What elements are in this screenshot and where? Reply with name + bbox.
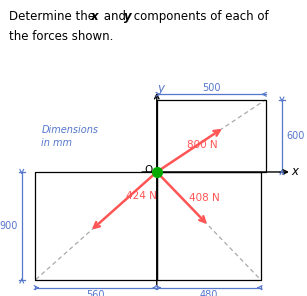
Text: x: x bbox=[91, 10, 98, 23]
Text: in mm: in mm bbox=[41, 138, 72, 148]
Text: components of each of: components of each of bbox=[130, 10, 269, 23]
Text: 800 N: 800 N bbox=[187, 140, 218, 150]
Text: 500: 500 bbox=[202, 83, 220, 93]
Text: 480: 480 bbox=[200, 290, 218, 296]
Text: the forces shown.: the forces shown. bbox=[9, 30, 114, 43]
Text: y: y bbox=[124, 10, 132, 23]
Text: 900: 900 bbox=[0, 221, 17, 231]
Text: Determine the: Determine the bbox=[9, 10, 99, 23]
Text: 560: 560 bbox=[87, 290, 105, 296]
Text: 408 N: 408 N bbox=[189, 193, 220, 203]
Text: 600: 600 bbox=[286, 131, 305, 141]
Text: 424 N: 424 N bbox=[126, 191, 157, 201]
Text: x: x bbox=[292, 165, 298, 178]
Text: and: and bbox=[100, 10, 130, 23]
Text: O: O bbox=[144, 165, 152, 175]
Text: y: y bbox=[157, 82, 164, 95]
Text: Dimensions: Dimensions bbox=[41, 125, 98, 135]
